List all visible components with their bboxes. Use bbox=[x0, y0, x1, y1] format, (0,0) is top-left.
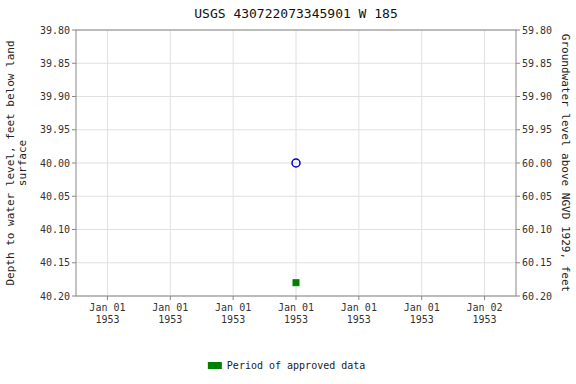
tick-label: 40.15 bbox=[40, 257, 70, 268]
tick-label: 60.10 bbox=[522, 224, 552, 235]
tick bbox=[516, 163, 520, 164]
tick-label: 39.85 bbox=[40, 58, 70, 69]
tick-label: Jan 011953 bbox=[404, 302, 440, 325]
tick bbox=[516, 30, 520, 31]
tick-label: 60.05 bbox=[522, 191, 552, 202]
tick-label: 59.90 bbox=[522, 91, 552, 102]
tick bbox=[72, 296, 76, 297]
grid bbox=[76, 30, 516, 296]
marks bbox=[292, 159, 300, 286]
tick-label: 59.80 bbox=[522, 25, 552, 36]
tick-label: 59.85 bbox=[522, 58, 552, 69]
tick-label: 40.20 bbox=[40, 291, 70, 302]
tick bbox=[516, 229, 520, 230]
tick-label-line: Jan 01 bbox=[404, 302, 440, 313]
grid-line bbox=[358, 30, 359, 296]
tick-label-line: Jan 01 bbox=[215, 302, 251, 313]
axis-label: Groundwater level above NGVD 1929, feet bbox=[559, 34, 572, 292]
tick bbox=[72, 229, 76, 230]
tick bbox=[484, 296, 485, 300]
tick bbox=[72, 196, 76, 197]
tick-label-line: 1953 bbox=[347, 314, 371, 325]
grid-line bbox=[170, 30, 171, 296]
tick-label: Jan 011953 bbox=[152, 302, 188, 325]
axis-label: Depth to water level, feet below landsur… bbox=[4, 40, 29, 285]
tick-label-line: 1953 bbox=[95, 314, 119, 325]
tick bbox=[421, 296, 422, 300]
legend-label: Period of approved data bbox=[227, 360, 365, 371]
tick bbox=[296, 296, 297, 300]
tick-label: 60.00 bbox=[522, 158, 552, 169]
tick-label-line: 1953 bbox=[284, 314, 308, 325]
tick bbox=[72, 30, 76, 31]
tick bbox=[516, 96, 520, 97]
chart: 39.80 39.85 39.90 39.95 40.00 40.05 40.10 40.15… bbox=[0, 0, 576, 384]
tick-label: Jan 011953 bbox=[278, 302, 314, 325]
title: USGS 430722073345901 W 185 bbox=[194, 6, 398, 21]
tick-label: Jan 021953 bbox=[467, 302, 503, 325]
grid-line bbox=[296, 30, 297, 296]
tick-label: Jan 011953 bbox=[89, 302, 125, 325]
tick-label-line: Jan 01 bbox=[89, 302, 125, 313]
tick-label: 40.05 bbox=[40, 191, 70, 202]
plot-area bbox=[76, 30, 516, 296]
tick bbox=[107, 296, 108, 300]
tick-label-line: 1953 bbox=[158, 314, 182, 325]
point bbox=[293, 280, 299, 286]
tick-label-line: Jan 02 bbox=[467, 302, 503, 313]
tick bbox=[72, 163, 76, 164]
tick bbox=[358, 296, 359, 300]
tick bbox=[72, 63, 76, 64]
tick bbox=[516, 196, 520, 197]
tick-label-line: 1953 bbox=[221, 314, 245, 325]
axis-label-line: surface bbox=[16, 140, 29, 186]
point bbox=[292, 159, 300, 167]
tick bbox=[233, 296, 234, 300]
tick bbox=[516, 129, 520, 130]
tick-label: 39.80 bbox=[40, 25, 70, 36]
grid-line bbox=[421, 30, 422, 296]
tick-label: 39.95 bbox=[40, 124, 70, 135]
tick-label: 40.00 bbox=[40, 158, 70, 169]
tick-label: 60.20 bbox=[522, 291, 552, 302]
tick bbox=[516, 63, 520, 64]
tick-label: 59.95 bbox=[522, 124, 552, 135]
tick-label-line: Jan 01 bbox=[152, 302, 188, 313]
tick-label-line: 1953 bbox=[410, 314, 434, 325]
grid-line bbox=[107, 30, 108, 296]
tick-label: 60.15 bbox=[522, 257, 552, 268]
legend: Period of approved data bbox=[208, 360, 365, 371]
legend-swatch bbox=[208, 362, 222, 369]
tick-label: 40.10 bbox=[40, 224, 70, 235]
tick bbox=[170, 296, 171, 300]
tick-label: Jan 011953 bbox=[341, 302, 377, 325]
grid-line bbox=[484, 30, 485, 296]
plot-frame bbox=[76, 30, 516, 296]
tick-label-line: Jan 01 bbox=[278, 302, 314, 313]
tick-label-line: 1953 bbox=[473, 314, 497, 325]
tick bbox=[516, 262, 520, 263]
tick bbox=[72, 129, 76, 130]
tick bbox=[72, 262, 76, 263]
tick-label: 39.90 bbox=[40, 91, 70, 102]
grid-line bbox=[233, 30, 234, 296]
tick bbox=[516, 296, 520, 297]
tick bbox=[72, 96, 76, 97]
tick-label: Jan 011953 bbox=[215, 302, 251, 325]
tick-label-line: Jan 01 bbox=[341, 302, 377, 313]
